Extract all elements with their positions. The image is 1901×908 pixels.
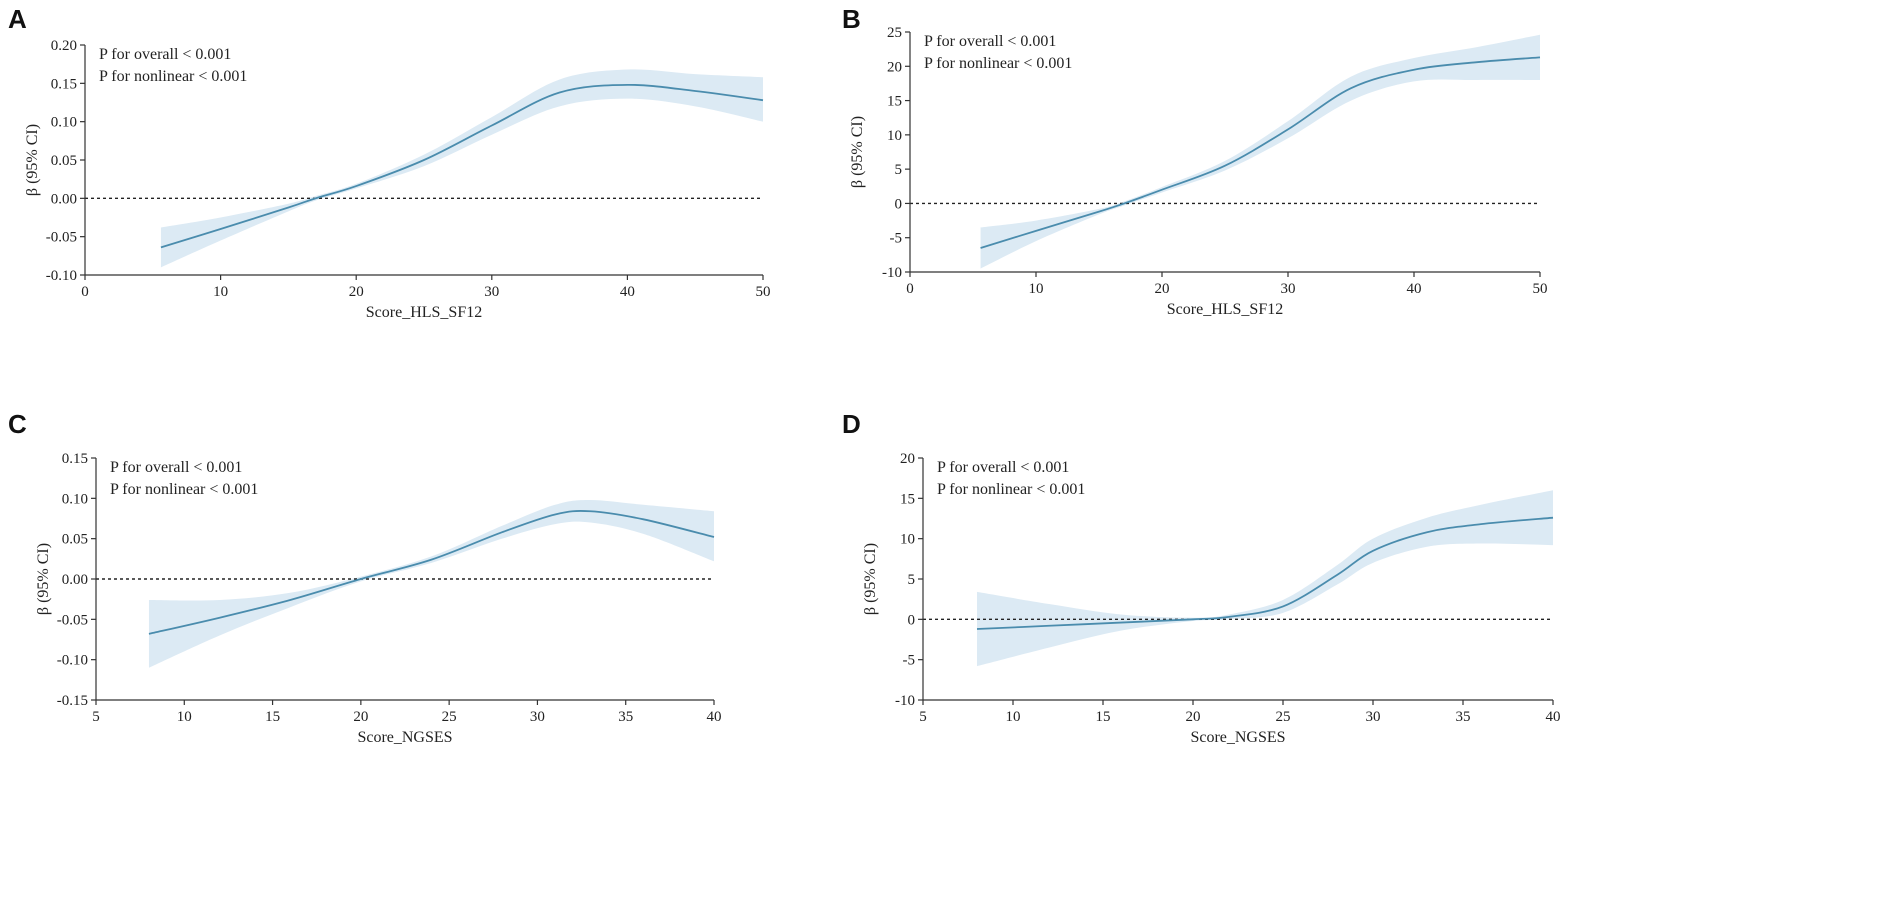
y-tick-label: 0 [908, 612, 916, 628]
p-value-annotation: P for nonlinear < 0.001 [99, 68, 247, 85]
x-tick-label: 35 [1456, 709, 1471, 725]
beta-curve [148, 510, 715, 635]
x-tick-label: 0 [906, 281, 914, 297]
ci-band [148, 499, 714, 668]
p-value-annotation: P for nonlinear < 0.001 [110, 481, 258, 498]
x-tick-label: 10 [213, 284, 228, 300]
y-tick-label: 0.10 [62, 491, 88, 507]
y-axis-label: β (95% CI) [24, 124, 41, 196]
x-tick-label: 30 [530, 709, 545, 725]
y-tick-label: 0.20 [51, 38, 77, 54]
chart-d: -10 -5 0 5 10 15 20 5 10 15 20 25 30 35 40 Score_NGSES β… [862, 451, 1561, 746]
ci-band [160, 69, 763, 268]
x-axis-label: Score_HLS_SF12 [366, 304, 482, 321]
y-tick-label: -10 [882, 265, 902, 281]
x-tick-label: 30 [1366, 709, 1381, 725]
p-value-annotation: P for overall < 0.001 [110, 459, 242, 476]
x-tick-label: 40 [1546, 709, 1561, 725]
y-tick-label: 0.10 [51, 115, 77, 131]
x-axis-label: Score_NGSES [1190, 729, 1285, 746]
y-axis-label: β (95% CI) [862, 543, 879, 615]
x-tick-label: 30 [1281, 281, 1296, 297]
x-tick-label: 40 [707, 709, 722, 725]
panel-a: A -0.10 -0.05 0.00 0.05 0.10 0.15 0.20 0 10 20 30 4… [0, 0, 950, 454]
p-value-annotation: P for overall < 0.001 [99, 46, 231, 63]
panel-letter: C [8, 409, 27, 439]
p-value-annotation: P for nonlinear < 0.001 [924, 55, 1072, 72]
panel-letter: B [842, 4, 861, 34]
ci-band [977, 490, 1553, 667]
beta-curve [980, 56, 1541, 249]
y-tick-label: 0 [895, 196, 903, 212]
p-value-annotation: P for overall < 0.001 [937, 459, 1069, 476]
x-tick-label: 50 [756, 284, 771, 300]
y-tick-label: 10 [887, 128, 902, 144]
x-tick-label: 25 [442, 709, 457, 725]
y-tick-label: -0.10 [57, 653, 88, 669]
y-tick-label: -0.15 [57, 693, 88, 709]
ci-band [980, 34, 1540, 269]
beta-curve [976, 516, 1554, 630]
y-tick-label: -0.05 [46, 230, 77, 246]
y-tick-label: -5 [890, 231, 903, 247]
x-tick-label: 10 [1029, 281, 1044, 297]
panel-letter: D [842, 409, 861, 439]
y-tick-label: 0.00 [62, 572, 88, 588]
x-tick-label: 35 [618, 709, 633, 725]
x-tick-label: 10 [177, 709, 192, 725]
y-tick-label: 0.05 [62, 532, 88, 548]
y-tick-label: -5 [903, 653, 916, 669]
x-tick-label: 5 [919, 709, 927, 725]
x-tick-label: 40 [1407, 281, 1422, 297]
panel-d: D -10 -5 0 5 10 15 20 5 10 15 20 25 30 35 40 Score_NGSE… [842, 409, 1901, 908]
y-tick-label: 5 [908, 572, 916, 588]
y-tick-label: 25 [887, 25, 902, 41]
y-tick-label: 10 [900, 532, 915, 548]
y-tick-label: 20 [887, 59, 902, 75]
y-tick-label: 0.15 [51, 76, 77, 92]
p-value-annotation: P for nonlinear < 0.001 [937, 481, 1085, 498]
x-tick-label: 20 [349, 284, 364, 300]
panel-c: C -0.15 -0.10 -0.05 0.00 0.05 0.10 0.15 5 10 15 20… [0, 409, 950, 908]
x-tick-label: 30 [484, 284, 499, 300]
y-tick-label: 15 [887, 94, 902, 110]
chart-b: -10 -5 0 5 10 15 20 25 0 10 20 30 40 50 Score_HLS_SF12… [849, 25, 1548, 318]
y-tick-label: 0.00 [51, 191, 77, 207]
x-tick-label: 10 [1006, 709, 1021, 725]
y-tick-label: 20 [900, 451, 915, 467]
x-tick-label: 50 [1533, 281, 1548, 297]
x-tick-label: 0 [81, 284, 89, 300]
beta-curve [160, 83, 764, 249]
p-value-annotation: P for overall < 0.001 [924, 33, 1056, 50]
panel-b: B -10 -5 0 5 10 15 20 25 0 10 20 30 40 50 Score_HLS_SF… [842, 0, 1901, 454]
y-tick-label: -10 [895, 693, 915, 709]
chart-c: -0.15 -0.10 -0.05 0.00 0.05 0.10 0.15 5 10 15 20 25… [35, 451, 722, 746]
chart-a: -0.10 -0.05 0.00 0.05 0.10 0.15 0.20 0 10 20 30 40 5… [24, 38, 771, 321]
y-tick-label: 5 [895, 162, 903, 178]
x-tick-label: 40 [620, 284, 635, 300]
y-axis-label: β (95% CI) [35, 543, 52, 615]
y-tick-label: -0.05 [57, 612, 88, 628]
y-tick-label: 0.05 [51, 153, 77, 169]
x-tick-label: 5 [92, 709, 100, 725]
y-tick-label: 15 [900, 491, 915, 507]
x-tick-label: 20 [1155, 281, 1170, 297]
x-axis-label: Score_NGSES [357, 729, 452, 746]
y-tick-label: 0.15 [62, 451, 88, 467]
x-tick-label: 15 [265, 709, 280, 725]
x-tick-label: 20 [353, 709, 368, 725]
y-axis-label: β (95% CI) [849, 116, 866, 188]
x-axis-label: Score_HLS_SF12 [1167, 301, 1283, 318]
x-tick-label: 25 [1276, 709, 1291, 725]
y-tick-label: -0.10 [46, 268, 77, 284]
x-tick-label: 20 [1186, 709, 1201, 725]
x-tick-label: 15 [1096, 709, 1111, 725]
panel-letter: A [8, 4, 27, 34]
